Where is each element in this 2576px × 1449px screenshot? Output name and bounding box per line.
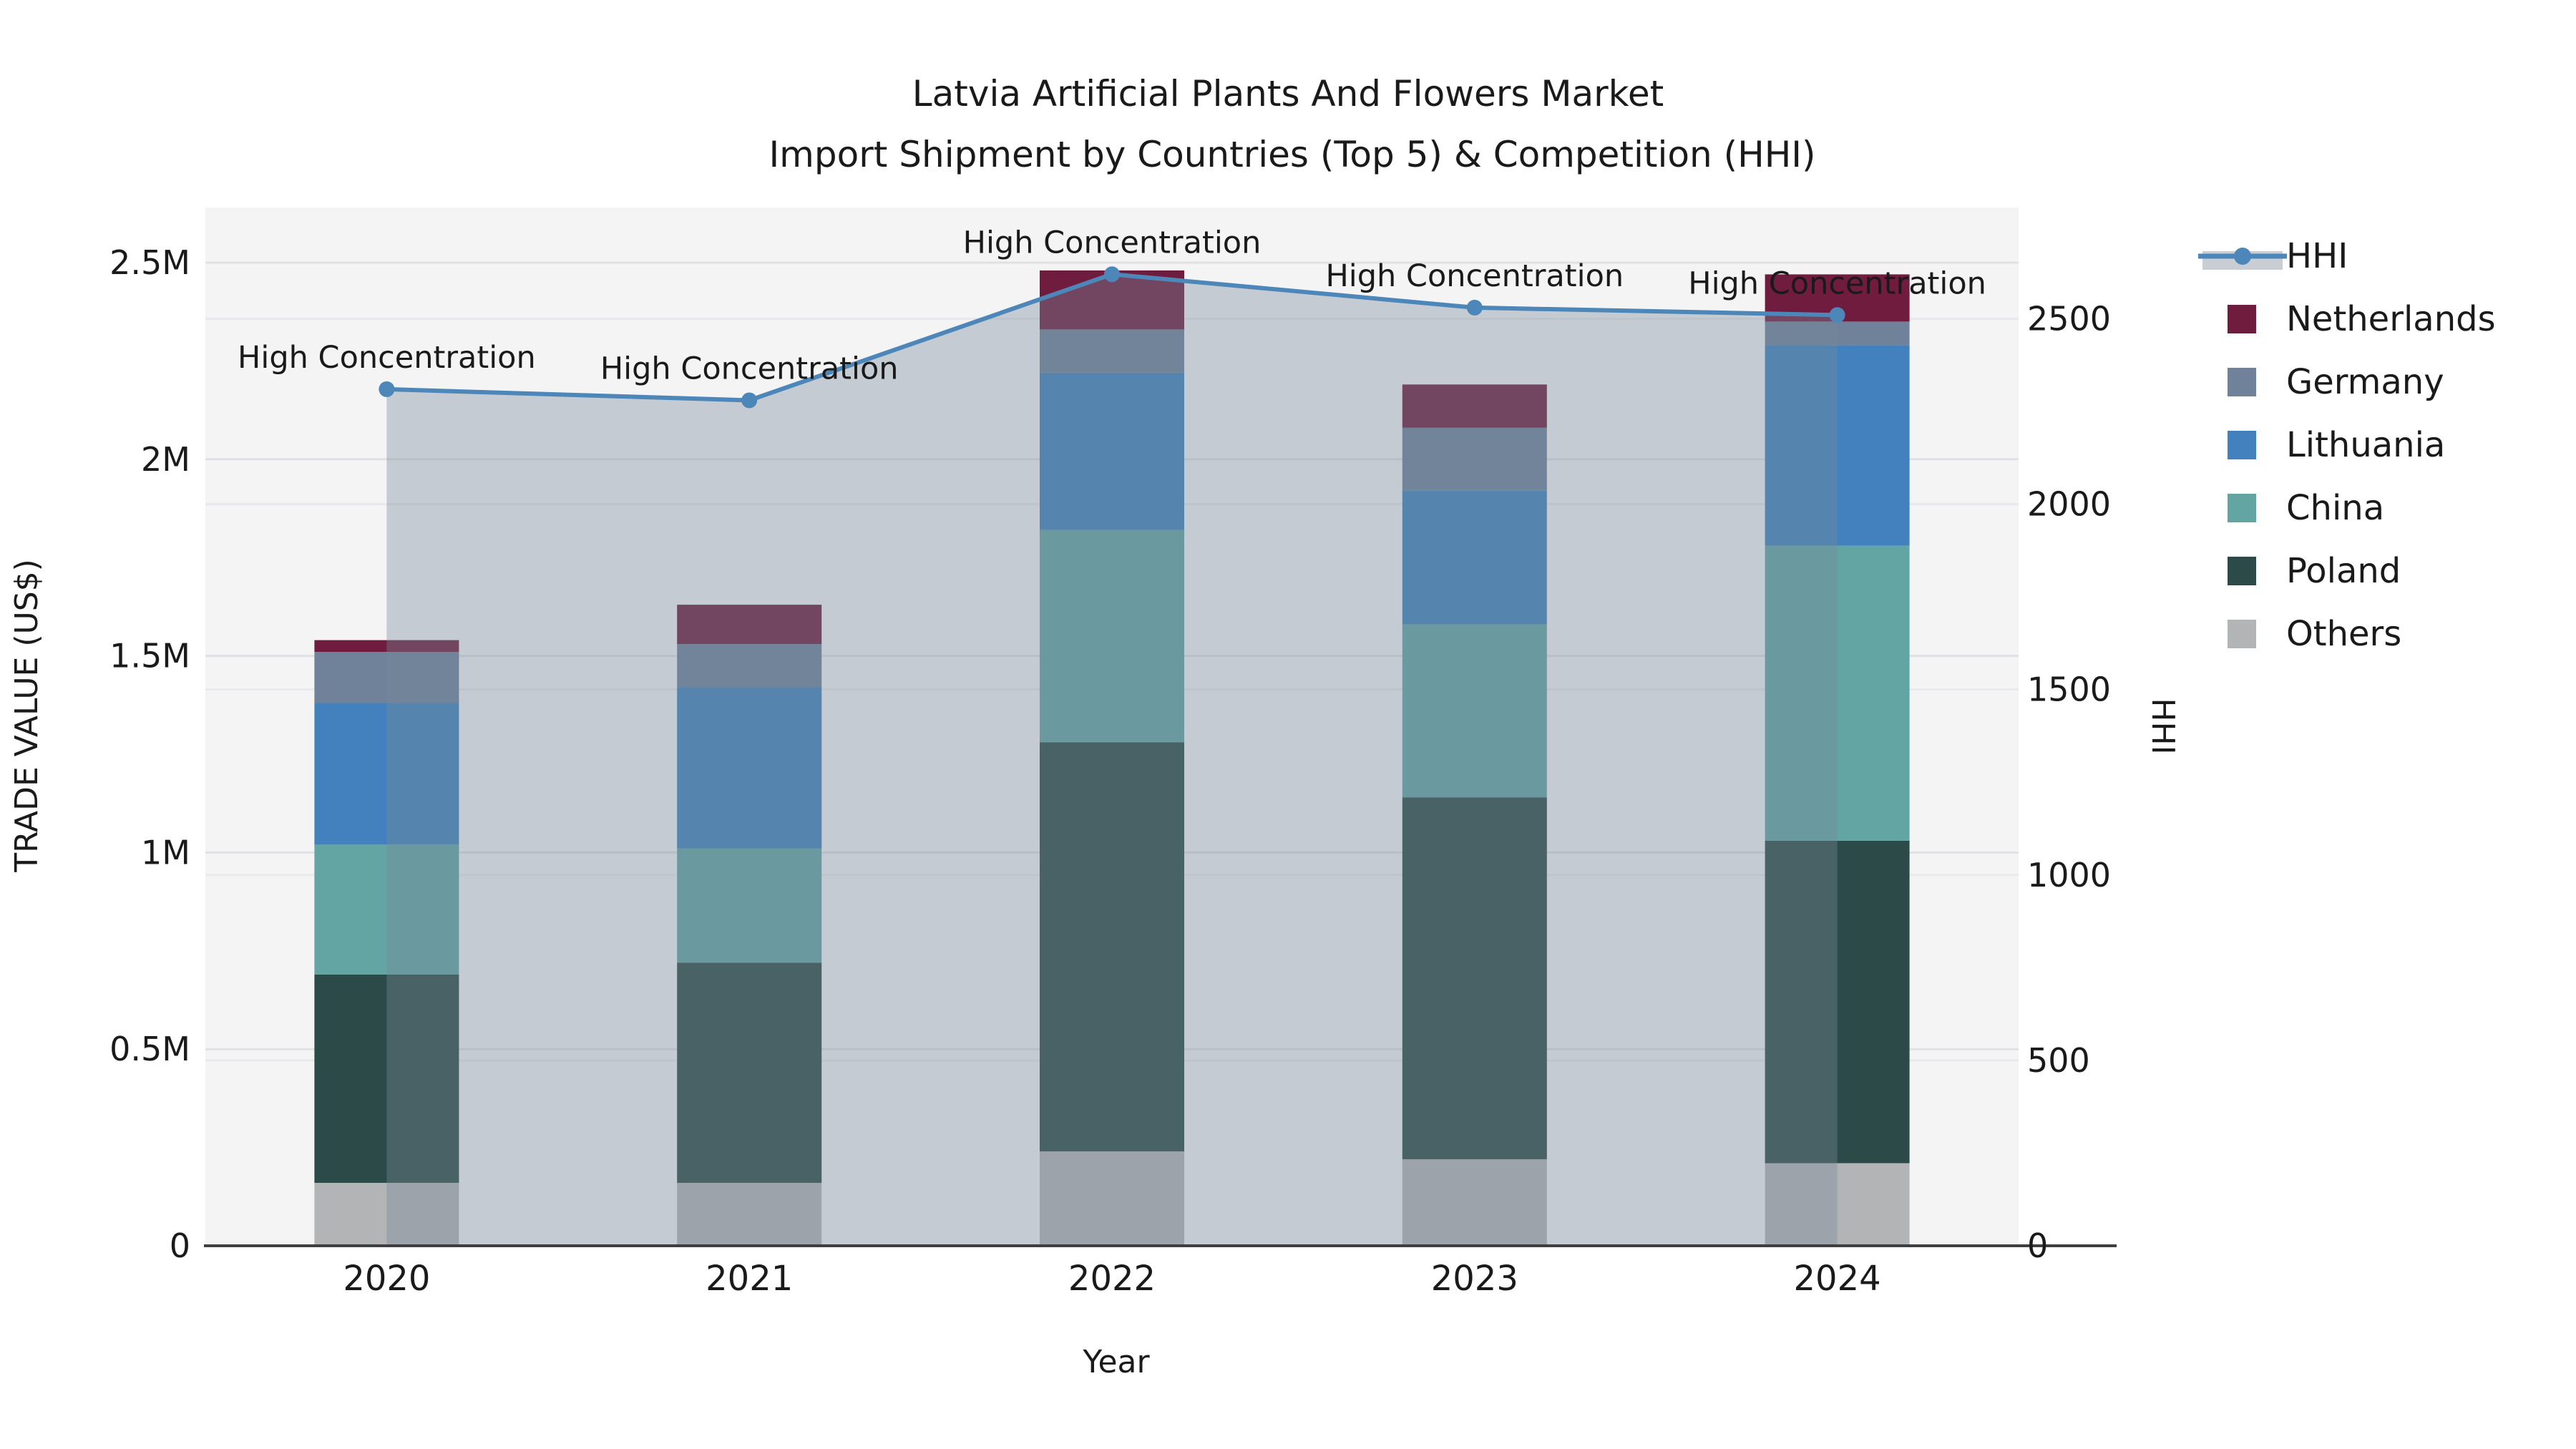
x-tick-label-2022: 2022 [1068, 1259, 1156, 1299]
annotation-high-concentration-2021: High Concentration [600, 351, 899, 386]
bar-segment-poland-2023 [1402, 797, 1547, 1160]
bar-segment-china-2021 [677, 848, 822, 963]
legend-swatch-china [2228, 494, 2256, 522]
legend-item-china: China [2228, 488, 2384, 528]
bar-segment-others-2022 [1040, 1151, 1184, 1246]
hhi-area-fill [386, 274, 1838, 1246]
y-left-tick-label: 0.5M [109, 1030, 190, 1068]
bar-segment-china-2022 [1040, 530, 1184, 743]
x-tick-label-2020: 2020 [343, 1259, 430, 1299]
x-axis-title: Year [1082, 1344, 1150, 1380]
bar-segment-netherlands-2023 [1402, 384, 1547, 428]
bar-segment-lithuania-2020 [314, 703, 459, 845]
y-right-tick-labels: 0 500 1000 1500 2000 2500 [2027, 299, 2111, 1265]
legend-label-hhi: HHI [2286, 236, 2348, 276]
bar-segment-germany-2024 [1765, 321, 1910, 346]
y-right-tick-label: 2500 [2027, 299, 2111, 338]
annotations: High Concentration High Concentration High… [238, 225, 1986, 386]
legend-hhi-marker [2234, 248, 2251, 265]
legend-label-others: Others [2286, 614, 2401, 654]
legend-label-lithuania: Lithuania [2286, 425, 2445, 465]
bar-segment-lithuania-2024 [1765, 345, 1910, 546]
bar-segment-china-2024 [1765, 545, 1910, 841]
legend-swatch-poland [2228, 557, 2256, 585]
y-right-tick-label: 0 [2027, 1226, 2048, 1265]
bar-segment-germany-2020 [314, 652, 459, 703]
y-right-tick-label: 1500 [2027, 670, 2111, 709]
y-left-tick-label: 2M [141, 440, 190, 479]
bar-segment-china-2020 [314, 844, 459, 975]
hhi-point-2020 [379, 381, 395, 397]
y-left-axis-title: TRADE VALUE (US$) [9, 559, 45, 873]
legend-item-netherlands: Netherlands [2228, 299, 2496, 339]
bar-segment-poland-2020 [314, 974, 459, 1184]
legend-label-china: China [2286, 488, 2384, 528]
bar-segment-others-2021 [677, 1183, 822, 1246]
y-right-tick-label: 2000 [2027, 485, 2111, 524]
bar-segment-germany-2022 [1040, 329, 1184, 373]
y-left-tick-label: 0 [170, 1226, 190, 1265]
legend-swatch-others [2228, 620, 2256, 648]
hhi-point-2024 [1829, 307, 1845, 323]
y-right-tick-label: 1000 [2027, 856, 2111, 894]
bar-segment-netherlands-2021 [677, 605, 822, 645]
bar-segment-poland-2022 [1040, 742, 1184, 1152]
bar-segment-netherlands-2020 [314, 640, 459, 653]
annotation-high-concentration-2020: High Concentration [238, 340, 536, 376]
legend-item-hhi: HHI [2198, 236, 2348, 276]
y-left-tick-labels: 0 0.5M 1M 1.5M 2M 2.5M [109, 243, 190, 1265]
bar-segment-poland-2021 [677, 962, 822, 1184]
bar-segment-china-2023 [1402, 624, 1547, 798]
bar-segment-others-2024 [1765, 1163, 1910, 1246]
y-right-tick-label: 500 [2027, 1041, 2090, 1080]
bar-segment-lithuania-2022 [1040, 372, 1184, 530]
bar-segment-others-2020 [314, 1183, 459, 1246]
hhi-point-2023 [1466, 299, 1483, 316]
bar-segment-lithuania-2021 [677, 687, 822, 849]
legend-swatch-germany [2228, 368, 2256, 396]
x-tick-label-2024: 2024 [1794, 1259, 1881, 1299]
y-left-tick-label: 2.5M [109, 243, 190, 282]
bar-segment-germany-2023 [1402, 427, 1547, 491]
x-tick-label-2023: 2023 [1431, 1259, 1518, 1299]
y-left-tick-label: 1.5M [109, 637, 190, 675]
stacked-bars [314, 270, 1910, 1246]
bar-segment-poland-2024 [1765, 840, 1910, 1163]
legend-item-others: Others [2228, 614, 2401, 654]
bar-segment-germany-2021 [677, 644, 822, 688]
x-tick-labels: 2020 2021 2022 2023 2024 [343, 1259, 1880, 1299]
bar-segment-others-2023 [1402, 1159, 1547, 1246]
annotation-high-concentration-2024: High Concentration [1688, 265, 1986, 301]
y-right-axis-title: HHI [2145, 698, 2181, 754]
bar-segment-lithuania-2023 [1402, 490, 1547, 625]
annotation-high-concentration-2023: High Concentration [1325, 258, 1624, 294]
legend-item-germany: Germany [2228, 362, 2444, 402]
y-left-tick-label: 1M [141, 833, 190, 872]
hhi-markers [379, 266, 1845, 409]
legend-label-netherlands: Netherlands [2286, 299, 2496, 339]
hhi-point-2021 [741, 392, 758, 409]
hhi-point-2022 [1104, 266, 1120, 283]
legend-label-poland: Poland [2286, 551, 2401, 591]
legend-label-germany: Germany [2286, 362, 2444, 402]
legend-item-poland: Poland [2228, 551, 2401, 591]
legend-swatch-netherlands [2228, 305, 2256, 333]
legend-swatch-lithuania [2228, 431, 2256, 459]
annotation-high-concentration-2022: High Concentration [963, 225, 1262, 260]
legend-item-lithuania: Lithuania [2228, 425, 2445, 465]
x-tick-label-2021: 2021 [706, 1259, 793, 1299]
legend: HHI Netherlands Germany Lithuania China Polan… [2198, 236, 2496, 654]
chart-title-line1: Latvia Artificial Plants And Flowers Mar… [912, 73, 1664, 114]
chart-title-line2: Import Shipment by Countries (Top 5) & C… [769, 134, 1815, 175]
